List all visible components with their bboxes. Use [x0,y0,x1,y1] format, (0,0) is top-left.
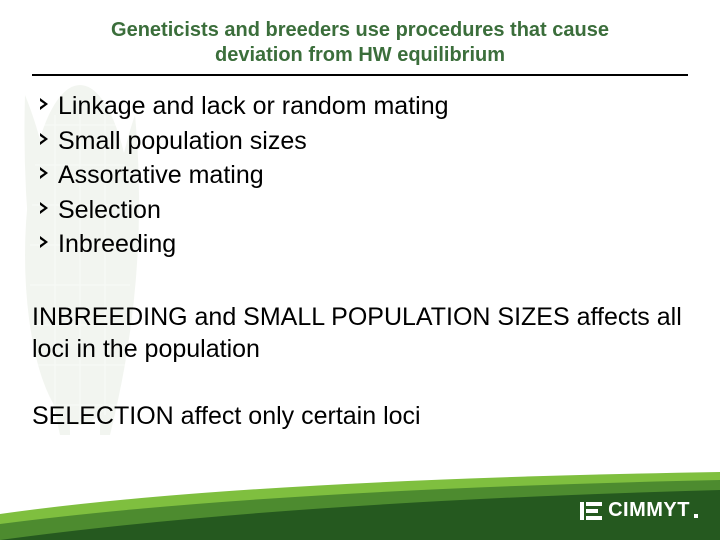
title-line-1: Geneticists and breeders use procedures … [32,18,688,43]
title-line-2: deviation from HW equilibrium [32,43,688,68]
logo-text: CIMMYT [608,499,690,522]
chevron-right-icon [38,235,52,249]
logo-mark-icon [580,500,602,522]
bullet-text: Selection [58,194,161,227]
logo-dot-icon [694,514,698,518]
chevron-right-icon [38,97,52,111]
paragraph: INBREEDING and SMALL POPULATION SIZES af… [32,301,688,366]
slide-title: Geneticists and breeders use procedures … [32,18,688,68]
list-item: Selection [38,194,688,227]
paragraph: SELECTION affect only certain loci [32,400,688,433]
chevron-right-icon [38,201,52,215]
title-rule [32,74,688,76]
bullet-text: Linkage and lack or random mating [58,90,449,123]
list-item: Inbreeding [38,228,688,261]
slide: Geneticists and breeders use procedures … [0,0,720,540]
list-item: Assortative mating [38,159,688,192]
cimmyt-logo: CIMMYT [580,499,698,522]
chevron-right-icon [38,166,52,180]
bullet-text: Assortative mating [58,159,264,192]
bullet-text: Inbreeding [58,228,176,261]
list-item: Linkage and lack or random mating [38,90,688,123]
footer-band: CIMMYT [0,472,720,540]
list-item: Small population sizes [38,125,688,158]
bullet-list: Linkage and lack or random mating Small … [38,90,688,261]
bullet-text: Small population sizes [58,125,307,158]
chevron-right-icon [38,132,52,146]
